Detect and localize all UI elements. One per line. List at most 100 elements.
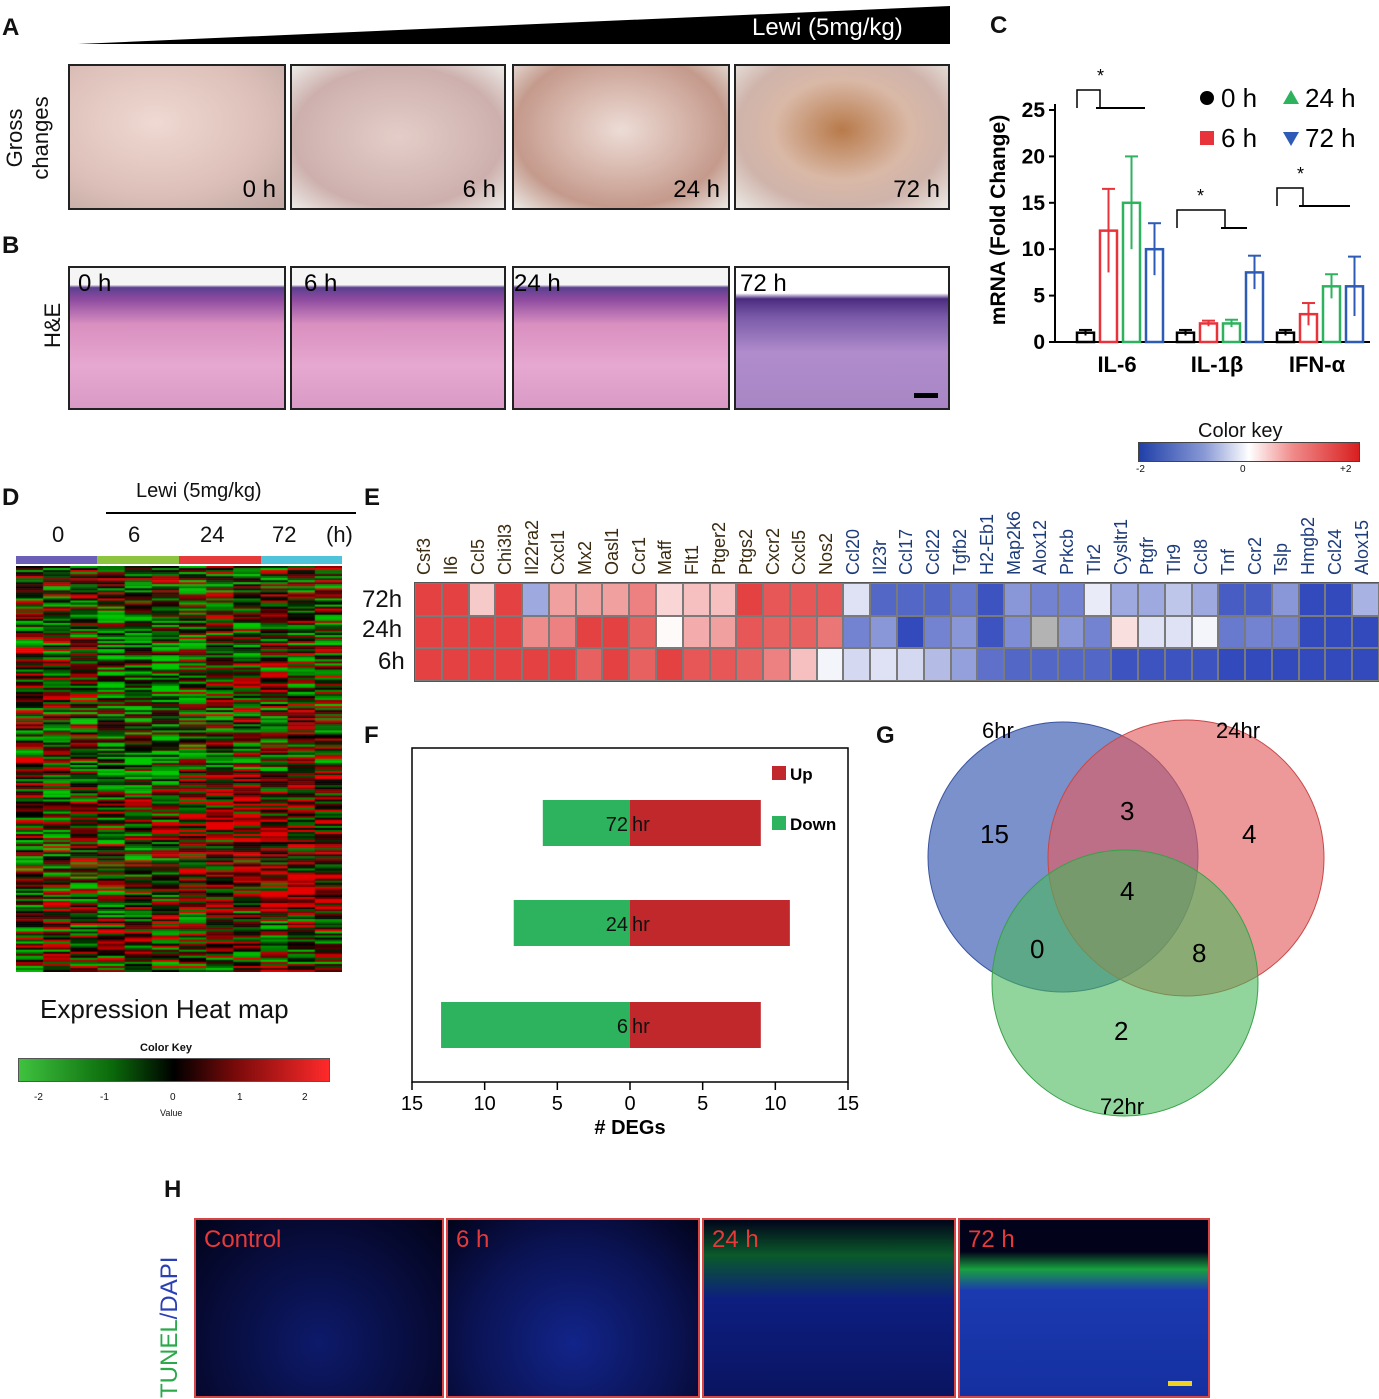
gene-label: Hmgb2	[1298, 516, 1319, 575]
gross-photo-24h: 24 h	[512, 64, 730, 210]
tunel-time-24h: 24 h	[712, 1226, 759, 1253]
gene-label: Prkcb	[1057, 528, 1078, 575]
he-photo-0h: 0 h	[68, 266, 286, 410]
dapi-label: DAPI	[156, 1256, 183, 1313]
chart-f-bar-label-num: 6	[617, 1016, 628, 1038]
gene-heat-cell	[789, 583, 817, 616]
venn-label-72hr: 72hr	[1100, 1094, 1144, 1119]
gene-heat-cell	[682, 615, 710, 649]
chart-c-legend-label: 72 h	[1305, 123, 1356, 153]
he-time-0h: 0 h	[78, 270, 112, 297]
chart-c-legend-label: 6 h	[1221, 123, 1257, 153]
scale-bar-yellow	[1168, 1381, 1192, 1386]
chart-c-category-label: IL-1β	[1191, 352, 1244, 377]
venn-region-only-24: 4	[1242, 819, 1256, 849]
gene-heat-cell	[575, 648, 603, 681]
chart-f-xtick-label: 10	[474, 1093, 496, 1115]
chart-c-ytick-label: 5	[1033, 285, 1045, 308]
color-key-e-title: Color key	[1198, 420, 1283, 442]
gene-heat-cell	[1004, 583, 1031, 616]
gene-heat-cell	[709, 615, 737, 649]
gene-label: Ccl20	[842, 528, 863, 575]
venn-region-only-72: 2	[1114, 1016, 1128, 1046]
key-e-tick-m2: -2	[1136, 464, 1145, 475]
gene-heat-cell	[1271, 583, 1299, 616]
gene-heat-cell	[656, 615, 683, 649]
gene-heat-cell	[1325, 648, 1353, 681]
venn-circle-72hr	[991, 849, 1259, 1117]
gene-heat-cell	[495, 615, 523, 649]
gross-label-line1: Gross	[2, 108, 27, 168]
tunel-time-72h: 72 h	[968, 1226, 1015, 1253]
gene-heat-cell	[1352, 615, 1379, 649]
gene-label: Map2k6	[1003, 510, 1024, 575]
gene-heat-cell	[1084, 583, 1112, 616]
gene-label: Alox12	[1030, 519, 1051, 575]
gene-heatmap	[414, 582, 1379, 682]
gene-heat-cell	[682, 583, 710, 616]
gene-label: Ccl8	[1190, 538, 1211, 575]
tunel-row-label-wrap: TUNEL/DAPI	[156, 1218, 186, 1398]
gene-label: Tlr9	[1164, 544, 1185, 575]
gene-heat-cell	[1325, 583, 1353, 616]
gene-heat-cell	[468, 648, 496, 681]
gene-label: Ptgfr	[1137, 536, 1158, 575]
he-row-label: H&E	[40, 302, 65, 348]
chart-f-bar-down	[542, 800, 630, 846]
gene-heat-cell	[575, 615, 603, 649]
gene-heat-cell	[1084, 615, 1112, 649]
gene-heat-cell	[950, 615, 978, 649]
he-time-6h: 6 h	[304, 270, 338, 297]
gene-label: Tslp	[1271, 542, 1292, 575]
gene-label: Ccl5	[467, 538, 488, 575]
gene-heat-cell	[1084, 648, 1112, 681]
row-label-6h: 6h	[378, 648, 405, 675]
chart-f-bar-up	[630, 900, 790, 946]
chart-c-legend-marker	[1200, 91, 1214, 105]
gene-heat-cell	[1218, 583, 1246, 616]
gene-heat-cell	[441, 648, 469, 681]
gene-heat-cell	[843, 583, 871, 616]
key-d-tick-m2: -2	[34, 1092, 43, 1103]
group-label-24: 24	[200, 522, 225, 547]
venn-region-only-6: 15	[980, 819, 1009, 849]
group-label-72: 72	[272, 522, 297, 547]
chart-f-legend-down: Down	[790, 815, 836, 834]
he-time-24h: 24 h	[514, 270, 561, 297]
gene-heat-cell	[1111, 583, 1138, 616]
gene-heat-cell	[656, 648, 683, 681]
gene-heat-cell	[415, 583, 442, 616]
gene-heat-cell	[950, 648, 978, 681]
chart-f-xtick-label: 15	[401, 1093, 423, 1115]
panel-label-f: F	[364, 722, 379, 749]
group-unit: (h)	[326, 522, 353, 547]
chart-c-star: *	[1297, 164, 1304, 184]
tunel-photo-control: Control	[194, 1218, 444, 1398]
venn-label-6hr: 6hr	[982, 718, 1014, 743]
heatmap-title: Expression Heat map	[40, 994, 289, 1024]
gene-label: Ccr2	[1244, 536, 1265, 575]
gene-label: Flt1	[682, 544, 703, 575]
key-d-tick-1: 1	[237, 1092, 243, 1103]
row-label-72h: 72h	[362, 586, 403, 613]
gross-photo-72h: 72 h	[734, 64, 950, 210]
key-d-tick-m1: -1	[100, 1092, 109, 1103]
gene-heat-cell	[1030, 648, 1058, 681]
gene-heat-cell	[1352, 648, 1379, 681]
gene-heat-cell	[602, 583, 630, 616]
chart-c-category-label: IFN-α	[1289, 352, 1346, 377]
dose-label-d: Lewi (5mg/kg)	[136, 480, 262, 502]
chart-c-star: *	[1097, 66, 1104, 86]
gene-heat-cell	[1298, 583, 1326, 616]
gene-label: Maff	[655, 540, 676, 575]
group-bar-24	[179, 556, 261, 564]
gene-heat-cell	[843, 648, 871, 681]
tunel-photo-72h: 72 h	[958, 1218, 1210, 1398]
gene-label: Ccr1	[628, 536, 649, 575]
panel-label-d: D	[2, 484, 20, 511]
gene-heat-cell	[441, 615, 469, 649]
gene-label: Ptger2	[708, 521, 729, 575]
chart-f-bar-label-unit: hr	[632, 914, 650, 936]
chart-f-legend-up: Up	[790, 765, 813, 784]
gene-heat-cell	[816, 648, 844, 681]
